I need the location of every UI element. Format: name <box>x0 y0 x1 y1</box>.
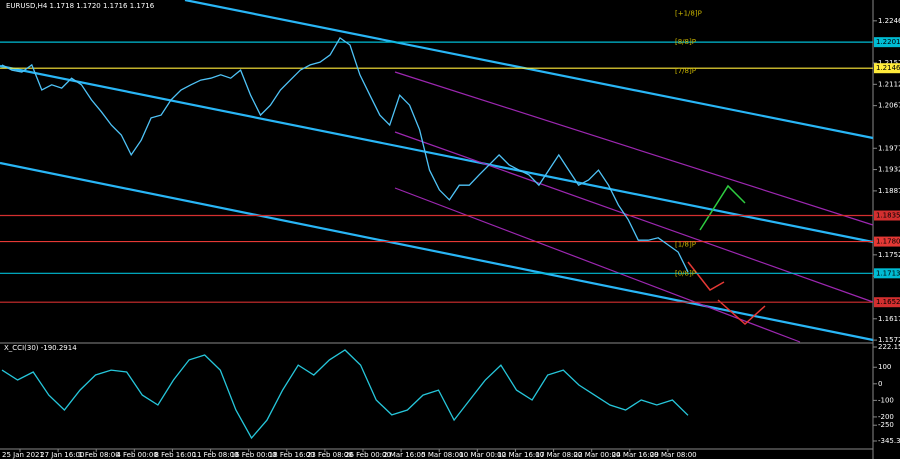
channel-line <box>0 64 874 244</box>
level-annotation: [8/8]P <box>675 38 696 46</box>
level-label-box <box>874 63 900 74</box>
level-label-box <box>874 37 900 48</box>
level-annotation: [0/8]P <box>675 269 696 277</box>
y-tick-label: 100 <box>878 363 891 371</box>
level-annotation: [1/8]P <box>675 240 696 248</box>
level-label: 1.1780 <box>876 238 900 246</box>
indicator-title: X_CCI(30) -190.2914 <box>4 344 77 352</box>
level-label: 1.1835 <box>876 212 900 220</box>
chart-title: EURUSD,H4 1.1718 1.1720 1.1716 1.1716 <box>6 2 155 10</box>
time-label: 24 Mar 16:00 <box>612 451 659 459</box>
channel-line <box>0 161 874 342</box>
y-tick-label: 1.1752 <box>878 251 900 259</box>
time-label: 16 Feb 00:00 <box>231 451 277 459</box>
time-label: 27 Jan 16:00 <box>40 451 84 459</box>
y-tick-label: 1.1572 <box>878 336 900 344</box>
level-label: 1.2201 <box>876 38 900 46</box>
time-label: 22 Mar 00:00 <box>574 451 621 459</box>
level-label: 1.1713 <box>876 269 900 277</box>
time-label: 26 Feb 00:00 <box>345 451 391 459</box>
time-label: 25 Jan 2021 <box>2 451 44 459</box>
y-tick-label: 1.1617 <box>878 315 900 323</box>
y-tick-label: 1.2067 <box>878 102 900 110</box>
forecast-arrow <box>687 261 725 291</box>
price-line <box>1 36 689 273</box>
level-label: 1.1652 <box>876 298 900 306</box>
level-annotation: [+1/8]P <box>675 9 702 17</box>
y-tick-label: 222.1595 <box>878 343 900 351</box>
time-label: 18 Feb 16:00 <box>269 451 315 459</box>
time-label: 5 Mar 08:00 <box>421 451 463 459</box>
y-tick-label: 1.1887 <box>878 187 900 195</box>
regression-line <box>394 187 801 343</box>
forecast-arrow <box>717 299 766 326</box>
y-tick-label: 1.2157 <box>878 59 900 67</box>
level-label: 1.2146 <box>876 64 900 72</box>
channel-line <box>184 0 874 140</box>
price-line <box>1 349 689 440</box>
y-tick-label: 1.1932 <box>878 166 900 174</box>
time-label: 2 Mar 16:00 <box>383 451 425 459</box>
time-label: 4 Feb 00:00 <box>116 451 157 459</box>
y-tick-label: -100 <box>878 396 894 404</box>
channel-lines <box>0 0 874 342</box>
level-label-box <box>874 297 900 308</box>
y-tick-label: -250 <box>878 421 894 429</box>
time-label: 23 Feb 08:00 <box>307 451 353 459</box>
time-label: 8 Feb 16:00 <box>154 451 195 459</box>
time-label: 1 Feb 08:00 <box>78 451 119 459</box>
regression-line <box>394 71 874 226</box>
y-tick-label: 1.2112 <box>878 80 900 88</box>
y-tick-label: -345.334 <box>878 437 900 445</box>
y-tick-label: 0 <box>878 380 882 388</box>
level-label-box <box>874 236 900 247</box>
y-tick-label: 1.1977 <box>878 144 900 152</box>
time-label: 17 Mar 08:00 <box>536 451 583 459</box>
time-label: 12 Mar 16:00 <box>497 451 544 459</box>
level-label-box <box>874 210 900 221</box>
y-tick-label: 1.2246 <box>878 17 900 25</box>
level-label-box <box>874 268 900 279</box>
time-label: 10 Mar 00:00 <box>459 451 506 459</box>
time-label: 29 Mar 08:00 <box>650 451 697 459</box>
y-tick-label: -200 <box>878 413 894 421</box>
time-label: 11 Feb 08:00 <box>193 451 239 459</box>
level-annotation: [7/8]P <box>675 67 696 75</box>
